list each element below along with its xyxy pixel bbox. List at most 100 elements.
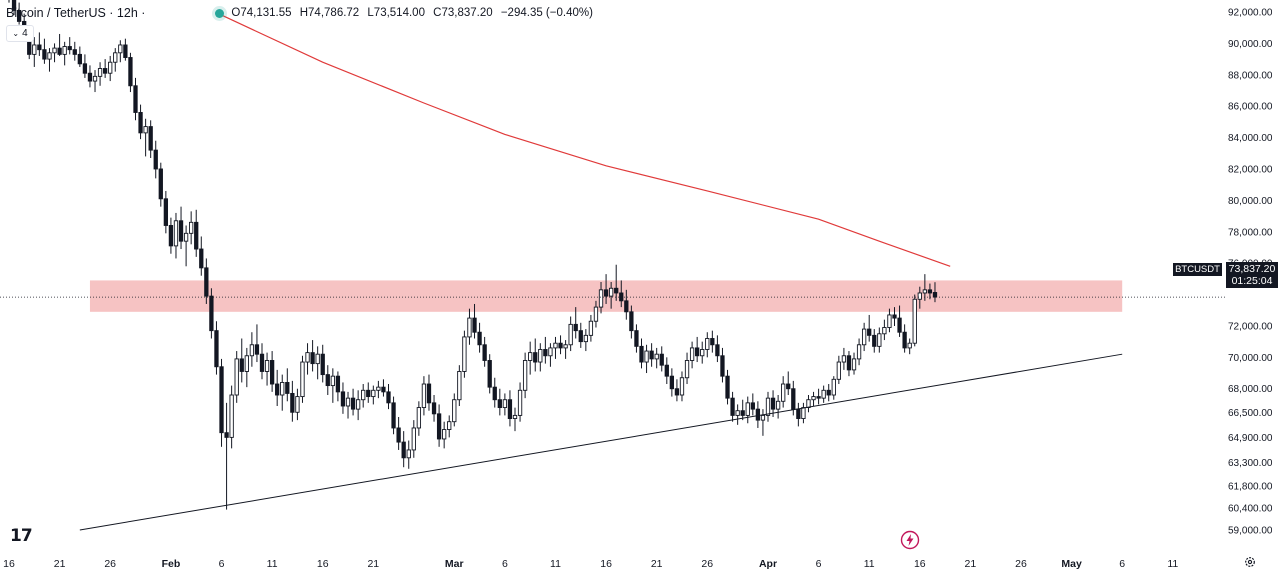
candle xyxy=(811,391,816,406)
candle-body xyxy=(932,292,938,298)
candle-body xyxy=(593,306,599,322)
candle-body xyxy=(522,360,528,391)
y-tick-label: 61,800.00 xyxy=(1228,482,1273,493)
candle-body xyxy=(411,427,416,451)
candle xyxy=(62,41,67,66)
candle xyxy=(882,319,887,341)
candle xyxy=(401,431,406,468)
candle-body xyxy=(725,375,730,399)
candle-body xyxy=(664,364,669,377)
tradingview-logo-icon[interactable]: 17 xyxy=(10,526,33,546)
moving-average-line xyxy=(221,14,951,267)
x-tick-label: Feb xyxy=(162,558,181,570)
chevron-down-icon: ⌄ xyxy=(12,29,20,38)
candle xyxy=(492,377,497,408)
indicators-toggle-button[interactable]: ⌄ 4 xyxy=(6,25,34,42)
candle-body xyxy=(639,345,644,363)
candle xyxy=(82,54,88,78)
candle-body xyxy=(173,220,179,247)
candle-body xyxy=(629,311,634,332)
candle xyxy=(755,401,761,428)
candle xyxy=(507,390,513,427)
candle-body xyxy=(892,314,897,319)
candle xyxy=(168,217,174,254)
market-status-icon[interactable] xyxy=(215,8,225,18)
candle-body xyxy=(674,388,680,396)
candle-body xyxy=(791,388,796,410)
candle xyxy=(462,330,467,378)
candle-body xyxy=(275,383,280,396)
candles-layer xyxy=(8,0,938,510)
time-axis: 16 21 26 Feb 6 11 16 21 Mar 6 11 16 21 26 Apr 6 11 16 21 26… xyxy=(3,558,1178,570)
gear-icon[interactable] xyxy=(1244,556,1256,568)
candle-body xyxy=(750,402,755,410)
candle-body xyxy=(209,295,214,332)
candle xyxy=(558,335,563,355)
candle xyxy=(806,395,811,413)
candle-body xyxy=(720,355,725,377)
candle-body xyxy=(447,421,452,430)
candle xyxy=(522,352,528,399)
candle xyxy=(598,281,604,314)
candle-body xyxy=(259,353,265,372)
candle xyxy=(487,354,492,394)
candle xyxy=(386,384,391,410)
candle-body xyxy=(421,383,427,409)
candle xyxy=(123,38,128,61)
last-price-value: 73,837.20 xyxy=(1228,263,1276,275)
candle-body xyxy=(330,375,335,387)
candle xyxy=(578,322,583,348)
y-tick-label: 84,000.00 xyxy=(1228,133,1273,144)
candle xyxy=(710,330,715,353)
candle xyxy=(765,391,771,422)
candle-body xyxy=(826,389,831,396)
candle-body xyxy=(603,289,609,297)
x-tick-label: 6 xyxy=(816,558,822,570)
candle-body xyxy=(614,287,619,294)
candle-body xyxy=(72,49,77,55)
candle xyxy=(644,344,649,374)
candle-body xyxy=(649,350,654,360)
candle xyxy=(649,343,654,367)
candle-body xyxy=(57,47,62,55)
candle-body xyxy=(320,353,325,376)
x-tick-label: 21 xyxy=(651,558,663,570)
candle xyxy=(917,286,922,309)
x-tick-label: 26 xyxy=(701,558,713,570)
symbol-title[interactable]: Bitcoin / TetherUS · 12h · xyxy=(6,6,146,20)
candle xyxy=(264,352,270,386)
candle xyxy=(178,206,184,250)
candle-body xyxy=(917,292,922,300)
candle-body xyxy=(831,378,836,396)
candle xyxy=(538,343,543,372)
candle xyxy=(204,258,209,304)
y-tick-label: 86,000.00 xyxy=(1228,102,1273,113)
candle xyxy=(603,274,609,304)
candle-body xyxy=(87,72,93,82)
candle-body xyxy=(846,355,852,371)
candle-body xyxy=(113,52,118,63)
candle xyxy=(163,190,169,234)
candle xyxy=(47,48,52,72)
candle-body xyxy=(801,407,806,420)
candle xyxy=(553,336,558,359)
candle xyxy=(295,388,300,421)
candle-body xyxy=(922,289,928,294)
x-tick-label: 21 xyxy=(965,558,977,570)
y-tick-label: 60,400.00 xyxy=(1228,504,1273,515)
candle xyxy=(517,382,523,422)
candle-body xyxy=(775,400,781,410)
candle xyxy=(573,307,578,339)
alert-bolt-icon[interactable] xyxy=(900,530,920,550)
candle-body xyxy=(452,399,457,423)
candle-body xyxy=(32,44,37,55)
candle-body xyxy=(669,375,675,390)
candle xyxy=(285,368,290,402)
candle-body xyxy=(214,330,219,368)
candle-body xyxy=(867,328,872,336)
candle xyxy=(290,380,295,422)
candle xyxy=(715,335,720,363)
candle xyxy=(108,55,113,82)
candle-body xyxy=(760,414,766,421)
